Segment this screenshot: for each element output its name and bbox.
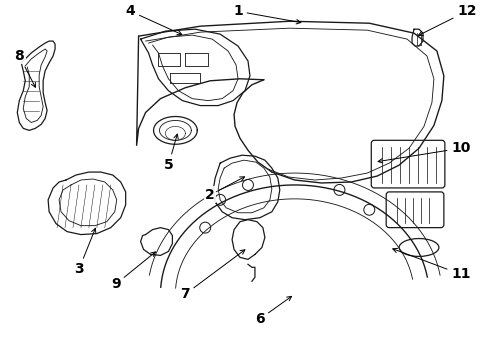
Text: 2: 2 bbox=[205, 177, 245, 202]
Text: 3: 3 bbox=[74, 228, 96, 276]
Text: 8: 8 bbox=[14, 49, 35, 87]
Text: 1: 1 bbox=[233, 4, 301, 24]
Text: 7: 7 bbox=[180, 250, 245, 301]
Text: 10: 10 bbox=[378, 141, 470, 163]
Text: 5: 5 bbox=[164, 134, 178, 172]
Text: 11: 11 bbox=[393, 248, 470, 281]
Text: 4: 4 bbox=[126, 4, 182, 35]
Text: 6: 6 bbox=[255, 296, 292, 326]
Text: 12: 12 bbox=[418, 4, 476, 35]
Text: 9: 9 bbox=[111, 252, 155, 291]
